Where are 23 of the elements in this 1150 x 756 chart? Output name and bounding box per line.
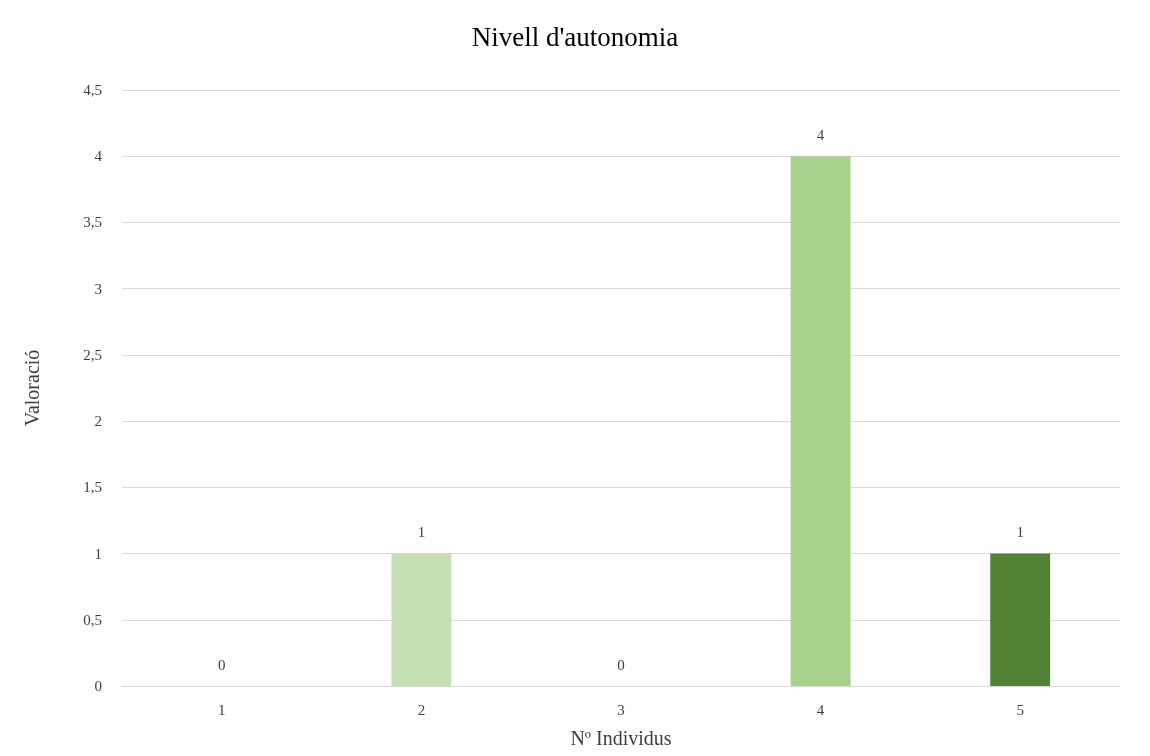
y-tick-label: 0: [94, 678, 102, 694]
y-tick-label: 2: [94, 413, 102, 430]
data-label: 1: [417, 524, 426, 541]
y-tick-label: 4: [94, 148, 103, 165]
x-axis-title: Nº Individus: [570, 727, 672, 749]
y-tick-label: 1: [94, 545, 102, 562]
data-label: 4: [816, 126, 825, 143]
y-tick-label: 3,5: [83, 214, 102, 231]
data-label: 0: [218, 656, 226, 673]
y-axis-title: Valoració: [21, 349, 43, 427]
x-tick-label: 2: [417, 701, 426, 718]
x-tick-label: 4: [816, 701, 825, 718]
y-tick-label: 4,5: [83, 82, 102, 98]
x-tick-label: 3: [617, 701, 625, 718]
y-tick-label: 1,5: [83, 479, 102, 496]
x-tick-label: 1: [218, 701, 226, 718]
x-tick-label: 5: [1016, 701, 1024, 718]
chart-title: Nivell d'autonomia: [471, 21, 679, 52]
y-tick-label: 0,5: [83, 611, 102, 628]
data-label: 0: [617, 656, 625, 673]
y-tick-label: 3: [94, 280, 102, 297]
y-tick-label: 2,5: [83, 346, 102, 363]
data-label: 1: [1016, 524, 1024, 541]
